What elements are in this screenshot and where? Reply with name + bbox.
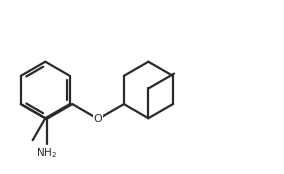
Text: NH$_2$: NH$_2$ [36,147,57,160]
Text: O: O [94,114,103,124]
